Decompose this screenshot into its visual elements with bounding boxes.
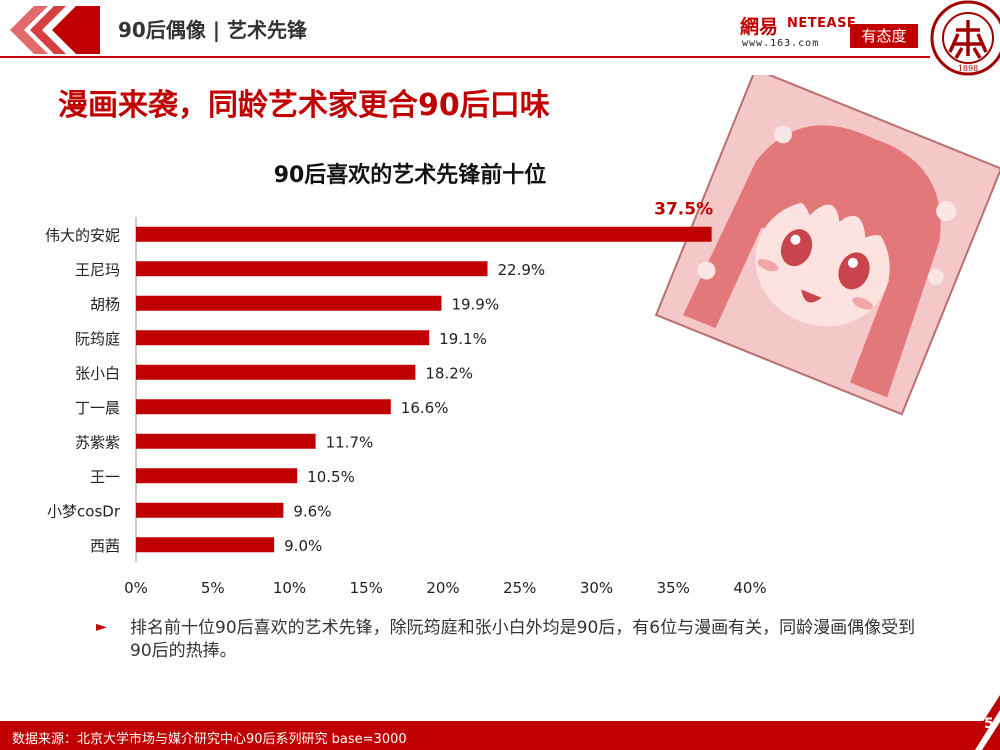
category-label: 胡杨 bbox=[90, 295, 120, 313]
bar bbox=[136, 433, 316, 449]
data-label: 18.2% bbox=[425, 364, 473, 382]
category-label: 伟大的安妮 bbox=[45, 226, 120, 244]
x-tick-label: 0% bbox=[124, 579, 148, 597]
netease-logo-en: NETEASE bbox=[787, 16, 857, 31]
category-label: 苏紫紫 bbox=[75, 433, 120, 451]
x-tick-label: 40% bbox=[733, 579, 766, 597]
header-arrow-logo bbox=[10, 6, 100, 54]
bar bbox=[136, 261, 488, 277]
category-label: 西茜 bbox=[90, 537, 120, 555]
bar bbox=[136, 364, 416, 380]
pku-seal-icon: 1898 bbox=[930, 0, 1000, 76]
netease-url: www.163.com bbox=[742, 38, 820, 49]
data-label: 19.9% bbox=[451, 295, 499, 313]
x-tick-label: 30% bbox=[580, 579, 613, 597]
page-number: 5 bbox=[984, 716, 994, 732]
bar bbox=[136, 295, 442, 311]
data-label: 22.9% bbox=[498, 261, 546, 279]
youtaidu-logo: 有态度 bbox=[850, 24, 918, 48]
category-label: 王尼玛 bbox=[75, 261, 120, 279]
chart-title: 90后喜欢的艺术先锋前十位 bbox=[273, 163, 547, 188]
footer-bar bbox=[0, 695, 1000, 750]
data-label: 11.7% bbox=[326, 433, 374, 451]
bullet-arrow-icon: ► bbox=[96, 619, 107, 635]
bar bbox=[136, 330, 430, 346]
slide-title: 漫画来袭，同龄艺术家更合90后口味 bbox=[58, 88, 550, 123]
category-label: 丁一晨 bbox=[75, 399, 120, 417]
data-label: 19.1% bbox=[439, 330, 487, 348]
bar bbox=[136, 537, 275, 553]
category-label: 小梦cosDr bbox=[47, 502, 121, 520]
x-tick-label: 5% bbox=[201, 579, 225, 597]
x-tick-label: 15% bbox=[350, 579, 383, 597]
x-tick-label: 35% bbox=[657, 579, 690, 597]
bullet-text: 排名前十位90后喜欢的艺术先锋，除阮筠庭和张小白外均是90后，有6位与漫画有关，… bbox=[130, 618, 916, 661]
header-divider bbox=[0, 56, 930, 58]
anime-girl-illustration bbox=[654, 75, 1000, 416]
data-label: 10.5% bbox=[307, 468, 355, 486]
category-label: 张小白 bbox=[75, 364, 120, 382]
data-label: 16.6% bbox=[401, 399, 449, 417]
category-label: 王一 bbox=[90, 468, 120, 486]
pku-year: 1898 bbox=[958, 64, 978, 73]
bar bbox=[136, 468, 298, 484]
data-label: 9.0% bbox=[284, 537, 322, 555]
bar bbox=[136, 399, 391, 415]
netease-logo-cn: 網易 bbox=[740, 16, 779, 38]
x-tick-label: 20% bbox=[426, 579, 459, 597]
bar bbox=[136, 502, 284, 518]
x-tick-label: 10% bbox=[273, 579, 306, 597]
x-tick-label: 25% bbox=[503, 579, 536, 597]
source-note: 数据来源：北京大学市场与媒介研究中心90后系列研究 base=3000 bbox=[12, 732, 407, 747]
data-label: 9.6% bbox=[293, 502, 331, 520]
bar bbox=[136, 226, 712, 242]
category-label: 阮筠庭 bbox=[75, 330, 120, 348]
data-label: 37.5% bbox=[654, 199, 713, 219]
header-title: 90后偶像 | 艺术先锋 bbox=[118, 18, 308, 42]
